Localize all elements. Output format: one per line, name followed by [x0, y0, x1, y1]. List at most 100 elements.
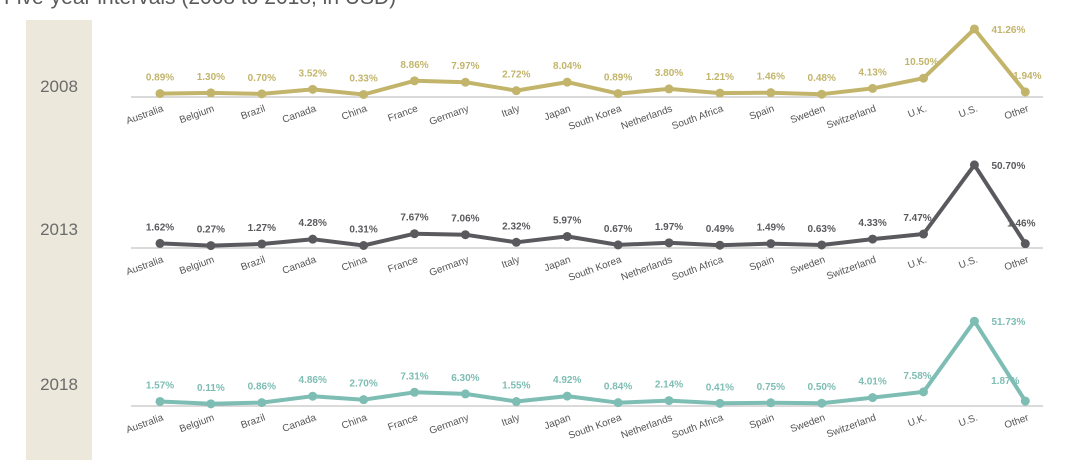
data-point-2008-15 [919, 73, 928, 83]
data-point-2013-0 [155, 238, 165, 248]
tick-label-2018-sweden: Sweden [789, 412, 827, 435]
data-point-2018-11 [715, 398, 725, 408]
tick-label-2018-switzerland: Switzerland [825, 412, 877, 440]
data-point-2018-3 [308, 391, 318, 401]
data-point-2018-7 [511, 397, 521, 407]
data-label-2018-15: 7.58% [903, 371, 931, 382]
data-label-2018-14: 4.01% [858, 377, 886, 388]
data-point-2008-6 [460, 77, 470, 87]
data-point-2018-14 [868, 393, 878, 403]
data-point-2008-3 [308, 84, 318, 94]
tick-label-2013-germany: Germany [428, 254, 470, 278]
data-label-2013-7: 2.32% [502, 221, 530, 232]
data-point-2013-3 [308, 234, 318, 244]
data-label-2008-0: 0.89% [146, 73, 174, 84]
data-label-2013-9: 0.67% [604, 224, 632, 235]
data-point-2018-15 [919, 387, 928, 397]
data-point-2013-9 [613, 240, 623, 250]
tick-label-2008-germany: Germany [428, 103, 470, 127]
data-point-2013-5 [410, 229, 419, 239]
data-point-2008-13 [817, 89, 827, 99]
data-point-2008-11 [715, 88, 725, 98]
data-point-2018-9 [613, 398, 623, 408]
data-point-2018-2 [257, 398, 267, 408]
data-label-2013-16: 50.70% [991, 161, 1025, 172]
tick-label-2008-u-s-: U.S. [957, 103, 979, 120]
tick-label-2018-germany: Germany [428, 412, 470, 436]
data-point-2008-14 [868, 83, 878, 93]
tick-label-2013-switzerland: Switzerland [825, 254, 877, 282]
data-label-2013-12: 1.49% [757, 223, 785, 234]
data-point-2008-0 [155, 89, 165, 99]
tick-label-2018-france: France [387, 412, 420, 433]
data-label-2013-17: 1.46% [1007, 219, 1035, 230]
series-line-2013 [158, 162, 1028, 248]
data-point-2013-11 [715, 240, 725, 250]
data-label-2013-8: 5.97% [553, 215, 581, 226]
data-label-2013-15: 7.47% [903, 213, 931, 224]
tick-label-2013-u-s-: U.S. [957, 254, 979, 271]
tick-label-2013-japan: Japan [543, 254, 572, 274]
data-label-2018-4: 2.70% [349, 379, 377, 390]
tick-label-2013-spain: Spain [748, 254, 776, 273]
data-point-2018-1 [206, 399, 216, 409]
tick-label-2008-sweden: Sweden [789, 103, 827, 126]
data-point-2018-13 [817, 398, 827, 408]
data-label-2008-15: 10.50% [905, 57, 939, 68]
data-point-2013-6 [460, 230, 470, 240]
year-sidebar [26, 20, 92, 460]
data-point-2008-5 [410, 76, 419, 86]
data-label-2018-13: 0.50% [808, 382, 836, 393]
data-label-2008-12: 1.46% [757, 72, 785, 83]
data-label-2018-9: 0.84% [604, 382, 632, 393]
data-point-2008-12 [766, 88, 776, 98]
tick-label-2018-australia: Australia [125, 412, 166, 436]
data-label-2018-10: 2.14% [655, 380, 683, 391]
data-point-2008-17 [1020, 87, 1030, 97]
tick-label-2008-italy: Italy [500, 103, 521, 120]
tick-label-2013-china: China [340, 254, 369, 273]
data-point-2013-8 [562, 231, 572, 241]
data-point-2013-17 [1020, 239, 1030, 249]
data-label-2018-11: 0.41% [706, 382, 734, 393]
tick-label-2013-south-africa: South Africa [670, 254, 725, 283]
tick-label-2008-japan: Japan [543, 103, 572, 123]
series-line-2018 [158, 319, 1028, 406]
tick-label-2008-china: China [340, 103, 369, 122]
data-point-2008-16 [969, 24, 979, 34]
tick-label-2018-china: China [340, 412, 369, 431]
data-label-2018-6: 6.30% [451, 373, 479, 384]
tick-label-2018-south-korea: South Korea [567, 412, 623, 442]
data-point-2013-14 [868, 234, 878, 244]
tick-label-2018-spain: Spain [748, 412, 776, 431]
data-point-2013-7 [511, 237, 521, 247]
tick-label-2018-u-k-: U.K. [906, 412, 928, 429]
tick-label-2008-u-k-: U.K. [906, 103, 928, 120]
data-label-2018-3: 4.86% [299, 375, 327, 386]
tick-label-2013-south-korea: South Korea [567, 254, 623, 284]
data-point-2018-0 [155, 396, 165, 406]
data-point-2018-4 [359, 395, 369, 405]
data-label-2018-12: 0.75% [757, 382, 785, 393]
data-label-2013-13: 0.63% [808, 224, 836, 235]
data-label-2018-17: 1.87% [991, 376, 1019, 387]
data-point-2013-16 [969, 160, 979, 170]
data-label-2008-14: 4.13% [858, 67, 886, 78]
data-label-2008-10: 3.80% [655, 68, 683, 79]
data-point-2008-1 [206, 88, 216, 98]
data-label-2013-3: 4.28% [299, 218, 327, 229]
tick-label-2018-canada: Canada [281, 412, 318, 434]
data-label-2018-1: 0.11% [197, 383, 225, 394]
tick-label-2018-other: Other [1003, 412, 1031, 431]
tick-label-2018-japan: Japan [543, 412, 572, 432]
tick-label-2013-italy: Italy [500, 254, 521, 271]
tick-label-2018-italy: Italy [500, 412, 521, 429]
data-label-2008-9: 0.89% [604, 73, 632, 84]
tick-label-2013-other: Other [1003, 254, 1031, 273]
data-label-2008-16: 41.26% [991, 25, 1025, 36]
tick-label-2008-australia: Australia [125, 103, 166, 127]
tick-label-2008-belgium: Belgium [178, 103, 216, 126]
data-point-2013-12 [766, 239, 776, 249]
year-label-2008: 2008 [40, 77, 78, 96]
data-point-2018-5 [410, 387, 419, 397]
